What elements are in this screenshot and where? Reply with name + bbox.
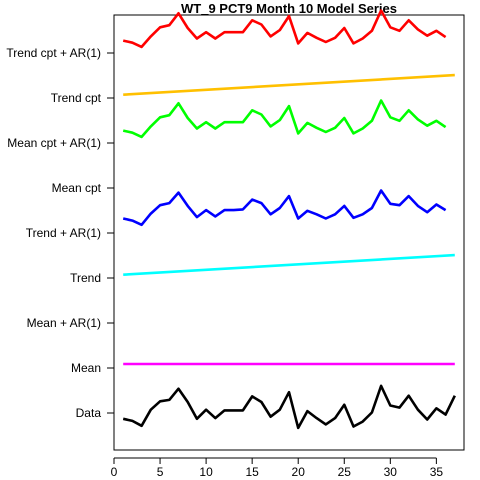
y-tick-label: Trend <box>70 271 101 285</box>
series-line-trend-ar-1 <box>122 189 447 227</box>
series-group <box>122 9 456 430</box>
x-tick-label: 15 <box>245 465 259 479</box>
y-axis: Data Mean Mean + AR(1) Trend Trend + AR(1) Me… <box>6 46 114 420</box>
x-tick-label: 0 <box>111 465 118 479</box>
series-line-data <box>122 384 456 430</box>
y-tick-label: Trend + AR(1) <box>26 226 101 240</box>
x-tick-label: 10 <box>199 465 213 479</box>
y-tick-label: Trend cpt <box>51 91 102 105</box>
y-tick-label: Mean cpt + AR(1) <box>7 136 101 150</box>
x-tick-label: 35 <box>430 465 444 479</box>
y-tick-label: Mean cpt <box>52 181 102 195</box>
plot-frame <box>113 14 465 451</box>
series-line-trend <box>123 253 455 276</box>
series-line-trend-cpt-ar-1 <box>122 9 447 49</box>
chart-title: WT_9 PCT9 Month 10 Model Series <box>181 1 397 16</box>
y-tick-label: Mean <box>71 361 101 375</box>
y-tick-label: Mean + AR(1) <box>27 316 101 330</box>
x-tick-label: 30 <box>384 465 398 479</box>
y-tick-label: Data <box>76 406 102 420</box>
x-tick-label: 5 <box>157 465 164 479</box>
series-line-mean-cpt-ar-1 <box>122 99 447 139</box>
x-tick-label: 25 <box>338 465 352 479</box>
x-axis: 0 5 10 15 20 25 30 35 <box>111 457 444 479</box>
y-tick-label: Trend cpt + AR(1) <box>6 46 101 60</box>
x-tick-label: 20 <box>292 465 306 479</box>
series-line-trend-cpt <box>123 73 455 96</box>
